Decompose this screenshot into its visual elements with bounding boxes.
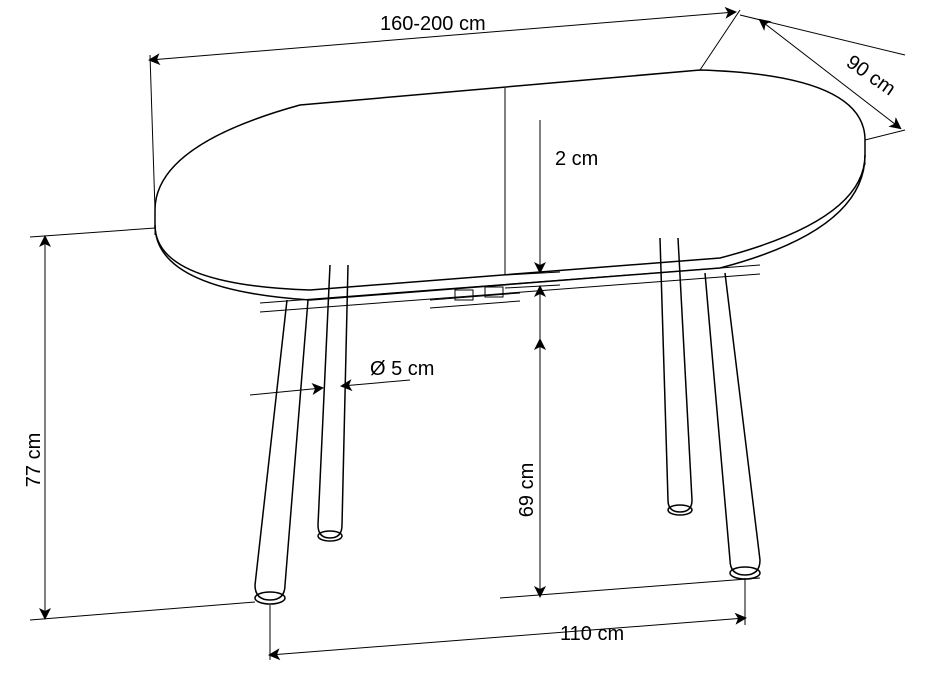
dim-length: 160-200 cm xyxy=(150,10,740,210)
dim-thickness-label: 2 cm xyxy=(555,148,598,170)
dim-width-label: 90 cm xyxy=(842,51,899,100)
dim-length-label: 160-200 cm xyxy=(380,13,486,35)
dim-under-height-label: 69 cm xyxy=(516,463,538,517)
dim-total-height-label: 77 cm xyxy=(23,433,45,487)
dim-leg-spread-label: 110 cm xyxy=(560,623,624,645)
dim-thickness: 2 cm xyxy=(505,120,598,340)
dim-under-height: 69 cm xyxy=(500,340,760,598)
table-top-edge xyxy=(155,155,865,300)
table-dimension-diagram: 160-200 cm 90 cm 2 cm Ø 5 cm 77 cm 69 cm xyxy=(0,0,928,686)
dim-leg-diameter-label: Ø 5 cm xyxy=(370,358,434,380)
dim-leg-spread: 110 cm xyxy=(270,578,745,660)
dim-width: 90 cm xyxy=(740,15,905,140)
